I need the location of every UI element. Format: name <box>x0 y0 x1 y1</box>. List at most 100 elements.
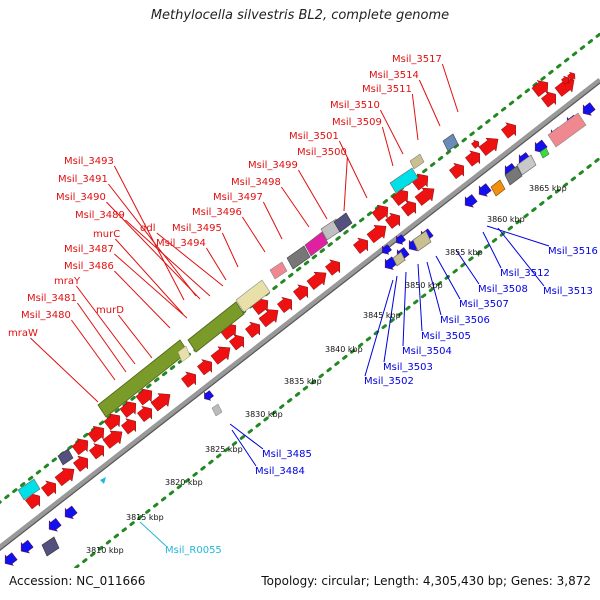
forward-leader-line <box>106 201 201 300</box>
forward-gene-label: Msil_3487 <box>64 244 114 255</box>
forward-gene-arrow <box>293 284 309 301</box>
forward-gene-arrow <box>414 187 435 206</box>
forward-leader-line <box>418 79 441 127</box>
forward-gene-label: Msil_3494 <box>156 238 206 249</box>
forward-gene-arrow <box>87 425 105 443</box>
forward-gene-label: Msil_3500 <box>297 147 347 158</box>
reverse-leader-line <box>426 261 442 316</box>
reverse-leader-line <box>435 255 461 300</box>
reverse-leader-line <box>229 423 264 450</box>
gene-purple-small-2 <box>41 536 60 557</box>
forward-gene-arrow <box>258 309 279 328</box>
forward-gene-label: Msil_3495 <box>172 223 222 234</box>
rna-gene-label: Msil_R0055 <box>165 545 222 556</box>
forward-gene-arrow <box>89 443 105 460</box>
forward-gene-arrow <box>391 189 409 206</box>
reverse-gene-arrow <box>4 552 18 566</box>
gene-cyan-block-2 <box>17 478 41 501</box>
forward-leader-line <box>338 140 368 199</box>
forward-gene-label: Msil_3498 <box>231 177 281 188</box>
forward-gene-arrow <box>366 225 387 244</box>
forward-leader-line <box>381 126 394 167</box>
forward-leader-line <box>115 238 184 315</box>
forward-gene-label: Msil_3489 <box>75 210 125 221</box>
reverse-leader-line <box>482 231 502 269</box>
scale-label: 3825 kbp <box>205 445 243 454</box>
gene-orange-block <box>490 179 506 197</box>
forward-leader-line <box>262 201 283 240</box>
forward-gene-label: ddl <box>140 223 155 234</box>
scale-label: 3840 kbp <box>325 345 363 354</box>
forward-gene-arrow <box>353 237 369 254</box>
forward-gene-arrow <box>531 80 549 97</box>
genome-backbone <box>0 78 600 551</box>
forward-gene-label: Msil_3510 <box>330 100 380 111</box>
forward-leader-line <box>280 186 310 228</box>
forward-gene-arrow <box>471 139 480 149</box>
reverse-leader-line <box>402 271 407 347</box>
forward-gene-arrow <box>181 371 197 388</box>
forward-leader-line <box>76 285 136 365</box>
reverse-leader-line <box>231 429 257 467</box>
reverse-gene-label: Msil_3503 <box>383 362 433 373</box>
gene-gray-block <box>286 245 311 270</box>
forward-gene-arrow <box>385 212 401 229</box>
gene-pink-block <box>547 112 587 148</box>
forward-gene-arrow <box>229 334 245 351</box>
forward-gene-arrow <box>119 401 137 418</box>
gene-steel-block <box>442 133 459 152</box>
topology-summary: Topology: circular; Length: 4,305,430 bp… <box>261 574 591 588</box>
forward-leader-line <box>118 314 153 359</box>
reverse-leader-line <box>497 227 545 287</box>
forward-leader-line <box>113 165 185 301</box>
gene-cyan-block <box>389 167 419 194</box>
forward-gene-arrow <box>478 137 499 156</box>
forward-gene-arrow <box>567 71 576 81</box>
forward-gene-arrow <box>449 162 465 180</box>
forward-gene-label: Msil_3509 <box>332 117 382 128</box>
forward-gene-arrow <box>54 468 75 487</box>
gene-tan-inner <box>177 345 191 363</box>
forward-gene-arrow <box>325 259 341 276</box>
gene-purple-small <box>57 448 74 466</box>
forward-gene-label: Msil_3514 <box>369 70 419 81</box>
rna-leader-line <box>139 521 167 547</box>
reverse-leader-line <box>417 263 423 332</box>
gene-pink-block-2 <box>269 261 288 280</box>
reverse-gene-label: Msil_3516 <box>548 246 598 257</box>
gene-purple-block <box>333 212 353 233</box>
scale-label: 3835 kbp <box>284 377 322 386</box>
forward-leader-line <box>70 319 116 381</box>
forward-leader-line <box>379 109 404 155</box>
reverse-gene-arrow <box>64 505 78 520</box>
scale-labels: 3810 kbp 3815 kbp 3820 kbp 3825 kbp 3830 kbp… <box>86 184 567 555</box>
forward-gene-arrow <box>371 204 389 222</box>
gene-tan-block-2 <box>392 251 406 267</box>
reverse-gene-label: Msil_3504 <box>402 346 452 357</box>
forward-gene-arrow <box>197 359 213 376</box>
gene-green-small <box>539 147 550 159</box>
forward-gene-label: Msil_3491 <box>58 174 108 185</box>
forward-gene-label: Msil_3499 <box>248 160 298 171</box>
scale-label: 3845 kbp <box>363 311 401 320</box>
scale-label: 3860 kbp <box>487 215 525 224</box>
forward-gene-arrow <box>465 150 481 167</box>
forward-gene-arrow <box>501 122 517 139</box>
forward-gene-arrow <box>277 296 293 313</box>
reverse-leader-line <box>486 225 550 247</box>
forward-leader-line <box>30 337 99 403</box>
reverse-gene-label: Msil_3484 <box>255 466 305 477</box>
genome-title: Methylocella silvestris BL2, complete ge… <box>150 8 450 23</box>
forward-gene-arrow <box>401 200 417 217</box>
reverse-gene-arrow <box>464 194 478 208</box>
gene-lightgray-rev <box>516 154 537 176</box>
forward-gene-arrow <box>210 346 231 365</box>
gene-gray-small-rev <box>211 403 223 417</box>
forward-leader-line <box>297 169 328 220</box>
gene-gray-rev <box>504 165 523 186</box>
forward-gene-label: Msil_3497 <box>213 192 263 203</box>
forward-gene-label: Msil_3490 <box>56 192 106 203</box>
reverse-gene-label: Msil_3502 <box>364 376 414 387</box>
reverse-gene-arrow <box>382 244 392 255</box>
